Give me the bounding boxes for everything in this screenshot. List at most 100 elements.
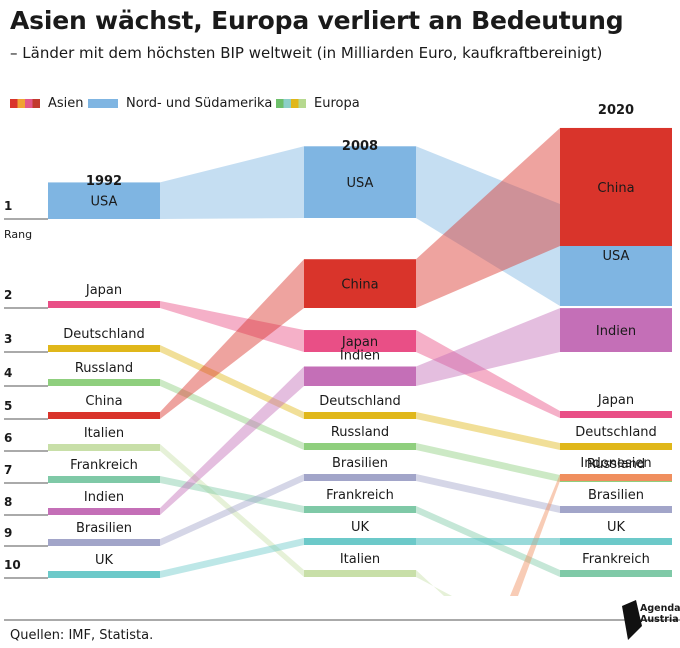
label-china-1992: China (85, 394, 122, 409)
label-frankreich-2020: Frankreich (582, 552, 650, 567)
flow-russland-1992-2008 (160, 379, 304, 450)
bar-uk-2008 (304, 538, 416, 545)
source-note: Quellen: IMF, Statista. (10, 628, 154, 643)
flow-brasilien-2008-2020 (416, 474, 560, 513)
label-uk-1992: UK (95, 553, 114, 568)
label-brasilien-1992: Brasilien (76, 521, 132, 536)
label-russland-1992: Russland (75, 361, 133, 376)
bar-indien-1992 (48, 508, 160, 515)
logo-mark-icon (622, 600, 642, 640)
label-uk-2020: UK (607, 520, 626, 535)
flow-indien-1992-2008 (160, 366, 304, 515)
rank-number-1: 1 (4, 199, 12, 213)
flow-italien-1992-2008 (160, 444, 304, 577)
label-brasilien-2020: Brasilien (588, 488, 644, 503)
legend-swatch-asien (10, 99, 40, 108)
flow-uk-2008-2020 (416, 538, 560, 545)
legend-item-asien: Asien (10, 96, 84, 111)
legend-label-europa: Europa (314, 96, 360, 111)
bar-usa-1992 (48, 182, 160, 219)
label-deutschland-2020: Deutschland (575, 425, 657, 440)
flow-indonesien-2020-entry (510, 474, 560, 596)
bar-deutschland-2020 (560, 443, 672, 450)
flow-uk-1992-2008 (160, 538, 304, 578)
rank-number-8: 8 (4, 495, 12, 509)
flow-usa-2008-2020 (416, 146, 560, 306)
rank-number-4: 4 (4, 366, 12, 380)
legend-item-amerika: Nord- und Südamerika (88, 96, 272, 111)
rank-number-6: 6 (4, 431, 12, 445)
rank-number-9: 9 (4, 526, 12, 540)
flow-china-2008-2020 (416, 127, 560, 308)
flow-deutschland-2008-2020 (416, 412, 560, 450)
label-japan-2020: Japan (597, 393, 634, 408)
logo-line1: Agenda (640, 603, 680, 614)
chart-subtitle: – Länder mit dem höchsten BIP weltweit (… (10, 44, 603, 62)
label-indien-2020: Indien (596, 324, 636, 339)
bar-japan-2008 (304, 330, 416, 352)
bar-brasilien-2008 (304, 474, 416, 481)
bar-frankreich-2008 (304, 506, 416, 513)
rank-number-3: 3 (4, 332, 12, 346)
label-indien-1992: Indien (84, 490, 124, 505)
legend-swatch-amerika (88, 99, 118, 108)
bar-italien-1992 (48, 444, 160, 451)
label-china-2020: China (597, 181, 634, 196)
bar-japan-2020 (560, 411, 672, 418)
chart-title: Asien wächst, Europa verliert an Bedeutu… (10, 6, 624, 35)
label-uk-2008: UK (351, 520, 370, 535)
label-china-2008: China (341, 278, 378, 293)
bar-deutschland-1992 (48, 345, 160, 352)
legend-swatch-europa (276, 99, 306, 108)
bar-deutschland-2008 (304, 412, 416, 419)
flow-russland-2008-2020 (416, 443, 560, 482)
bar-indien-2008 (304, 366, 416, 386)
flow-frankreich-2008-2020 (416, 506, 560, 577)
bar-frankreich-2020 (560, 570, 672, 577)
flow-deutschland-1992-2008 (160, 345, 304, 419)
label-usa-2020: USA (603, 249, 630, 264)
flow-japan-2008-2020 (416, 330, 560, 418)
bar-china-2020 (560, 127, 672, 246)
flow-uk-2008-2020 (416, 538, 560, 545)
bar-uk-1992 (48, 571, 160, 578)
agenda-austria-logo: Agenda Austria (616, 596, 680, 644)
label-russland-2008: Russland (331, 425, 389, 440)
label-japan-2008: Japan (341, 335, 378, 350)
bar-russland-1992 (48, 379, 160, 386)
bar-indien-2020 (560, 308, 672, 352)
label-deutschland-2008: Deutschland (319, 394, 401, 409)
label-deutschland-1992: Deutschland (63, 327, 145, 342)
rank-axis-label: Rang (4, 228, 32, 241)
rank-number-10: 10 (4, 558, 21, 572)
label-italien-2008: Italien (340, 552, 380, 567)
flow-indien-2008-2020 (416, 308, 560, 386)
logo-line2: Austria (640, 614, 679, 625)
flow-layer (160, 127, 560, 596)
legend-item-europa: Europa (276, 96, 360, 111)
label-frankreich-2008: Frankreich (326, 488, 394, 503)
rank-number-2: 2 (4, 288, 12, 302)
bar-russland-2008 (304, 443, 416, 450)
label-russland-2020: Russland (587, 457, 645, 472)
bar-uk-2020 (560, 538, 672, 545)
flow-japan-1992-2008 (160, 301, 304, 352)
label-italien-1992: Italien (84, 426, 124, 441)
label-indien-2008: Indien (340, 348, 380, 363)
bar-china-1992 (48, 412, 160, 419)
flow-china-1992-2008 (160, 259, 304, 419)
label-usa-2008: USA (347, 176, 374, 191)
flow-brasilien-1992-2008 (160, 474, 304, 546)
label-japan-1992: Japan (85, 283, 122, 298)
label-layer: USA USA USA Japan Japan Japan Deutschland Deuts… (4, 103, 680, 621)
flow-frankreich-1992-2008 (160, 476, 304, 513)
flow-usa-1992-2008 (160, 146, 304, 219)
bar-usa-2008 (304, 146, 416, 218)
bar-brasilien-2020 (560, 506, 672, 513)
bar-layer (48, 127, 672, 578)
label-usa-1992: USA (91, 195, 118, 210)
bar-china-2008 (304, 259, 416, 308)
rank-number-5: 5 (4, 399, 12, 413)
label-frankreich-1992: Frankreich (70, 458, 138, 473)
